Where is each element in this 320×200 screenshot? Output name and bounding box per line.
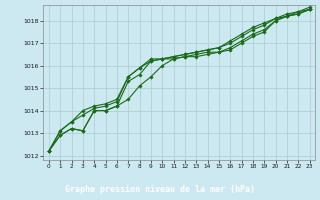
Text: Graphe pression niveau de la mer (hPa): Graphe pression niveau de la mer (hPa) [65, 185, 255, 194]
